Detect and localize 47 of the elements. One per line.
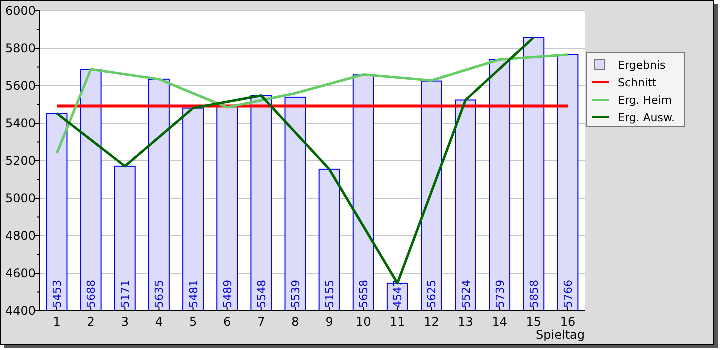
x-tick-label: 10 <box>356 315 372 329</box>
x-tick-label: 12 <box>424 315 440 329</box>
y-tick-label: 4800 <box>5 229 36 244</box>
data-label: 5524 <box>460 280 473 308</box>
y-tick-label: 5400 <box>5 116 36 131</box>
x-tick-label: 2 <box>87 315 95 329</box>
legend-label: Erg. Heim <box>618 94 672 107</box>
data-label: 5489 <box>221 280 234 308</box>
data-label: 5539 <box>289 280 302 308</box>
y-tick-label: 6000 <box>5 4 36 18</box>
data-label: 5635 <box>153 280 166 308</box>
data-label: 5171 <box>119 280 132 308</box>
data-label: 5858 <box>528 280 541 308</box>
data-label: 5453 <box>51 280 64 308</box>
x-axis-title: Spieltag <box>536 328 585 342</box>
data-label: 5481 <box>187 280 200 308</box>
x-tick-label: 8 <box>292 315 300 329</box>
y-tick-label: 5600 <box>5 79 36 94</box>
y-tick-label: 4400 <box>5 304 36 318</box>
data-label: 5625 <box>426 280 439 308</box>
data-label: 5688 <box>85 280 98 308</box>
data-label: 5766 <box>562 280 575 308</box>
x-tick-label: 3 <box>121 315 129 329</box>
data-label: 5739 <box>494 280 507 308</box>
legend-label: Schnitt <box>618 76 658 90</box>
x-tick-label: 7 <box>258 315 266 329</box>
data-label: 5658 <box>358 280 371 308</box>
y-tick-label: 4600 <box>5 266 36 281</box>
x-tick-label: 6 <box>224 315 232 329</box>
y-tick-label: 5000 <box>5 192 36 206</box>
line-series <box>56 54 570 155</box>
y-tick-label: 5800 <box>5 42 36 56</box>
data-label: 5548 <box>255 280 268 308</box>
x-tick-label: 14 <box>492 315 508 329</box>
data-label: 4547 <box>392 280 405 308</box>
x-tick-label: 15 <box>526 315 542 329</box>
x-tick-label: 5 <box>189 315 198 329</box>
y-tick-label: 5200 <box>5 154 36 168</box>
x-tick-label: 4 <box>155 315 164 329</box>
legend-label: Erg. Ausw. <box>618 111 675 124</box>
x-tick-label: 11 <box>390 315 406 329</box>
legend-label: Ergebnis <box>618 58 666 72</box>
x-tick-label: 16 <box>560 315 576 329</box>
x-tick-label: 9 <box>326 315 334 329</box>
data-label: 5155 <box>324 280 337 308</box>
x-tick-label: 1 <box>53 315 61 329</box>
x-tick-label: 13 <box>458 315 474 329</box>
